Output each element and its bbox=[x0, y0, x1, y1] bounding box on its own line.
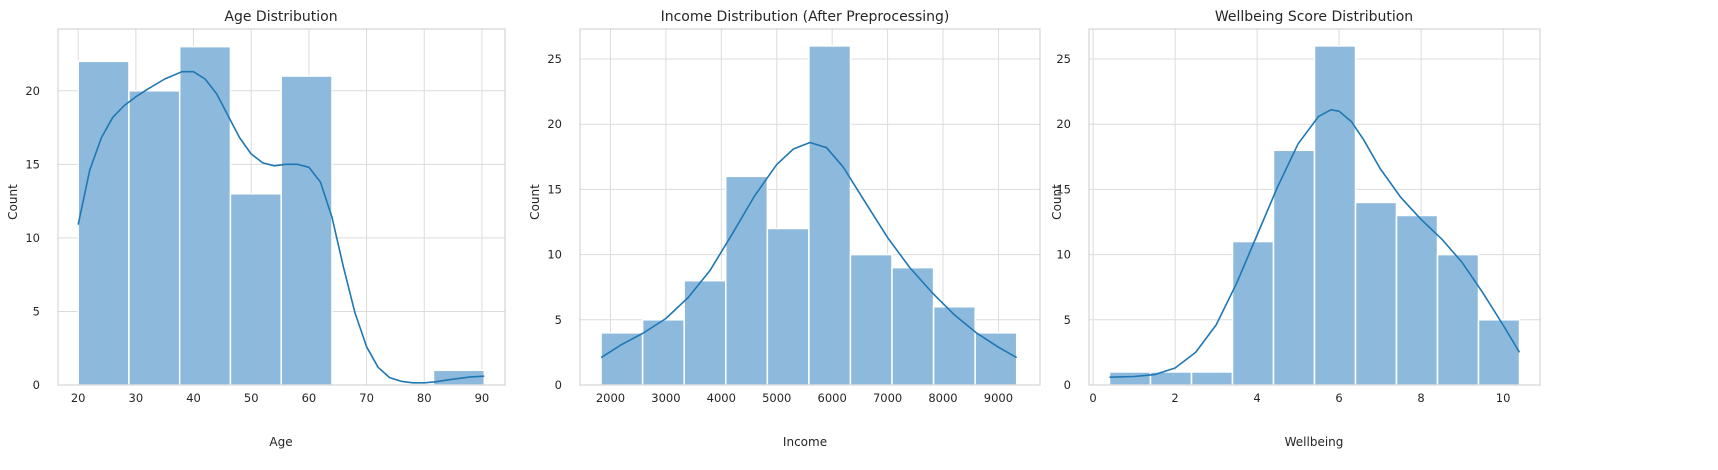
y-axis-label: Count bbox=[6, 184, 20, 220]
x-axis-label: Wellbeing bbox=[1285, 435, 1344, 449]
histogram-bar bbox=[229, 193, 282, 386]
histogram-bar bbox=[932, 306, 976, 386]
age-distribution-panel: Age Distribution Age Count 20 30 40 50 60 70 8… bbox=[6, 9, 506, 449]
chart-title: Income Distribution (After Preprocessing… bbox=[661, 9, 950, 25]
y-tick-label: 5 bbox=[33, 304, 40, 318]
histogram-bar bbox=[1108, 371, 1152, 386]
x-tick-label: 7000 bbox=[873, 391, 902, 405]
kde-line bbox=[77, 70, 485, 384]
plot-area bbox=[579, 28, 1041, 386]
histogram-bar bbox=[1313, 45, 1357, 386]
income-distribution-panel: Income Distribution (After Preprocessing… bbox=[528, 9, 1041, 449]
histogram-bar bbox=[891, 266, 935, 386]
kde-line bbox=[1109, 109, 1521, 378]
x-tick-label: 2000 bbox=[596, 391, 625, 405]
histogram-bar bbox=[1395, 214, 1439, 386]
histogram-bar bbox=[128, 90, 181, 386]
y-tick-label: 0 bbox=[1064, 378, 1071, 392]
kde-line bbox=[600, 141, 1018, 359]
x-tick-label: 0 bbox=[1089, 391, 1096, 405]
x-tick-label: 8000 bbox=[928, 391, 957, 405]
histogram-bar bbox=[683, 279, 727, 386]
histogram-bar bbox=[280, 75, 333, 386]
x-tick-label: 30 bbox=[129, 391, 144, 405]
x-tick-label: 9000 bbox=[984, 391, 1013, 405]
y-axis-label: Count bbox=[1050, 184, 1064, 220]
chart-title: Age Distribution bbox=[224, 9, 337, 25]
x-tick-label: 50 bbox=[244, 391, 259, 405]
x-tick-label: 60 bbox=[302, 391, 317, 405]
x-tick-label: 20 bbox=[71, 391, 86, 405]
histogram-bar bbox=[1272, 149, 1316, 386]
x-tick-label: 4000 bbox=[707, 391, 736, 405]
y-tick-label: 20 bbox=[1056, 117, 1071, 131]
y-tick-label: 10 bbox=[547, 248, 562, 262]
histogram-bar bbox=[1190, 371, 1234, 386]
x-tick-label: 80 bbox=[417, 391, 432, 405]
histogram-bar bbox=[725, 175, 769, 386]
y-tick-label: 20 bbox=[25, 84, 40, 98]
y-tick-label: 25 bbox=[547, 52, 562, 66]
chart-title: Wellbeing Score Distribution bbox=[1215, 9, 1413, 25]
histogram-bar bbox=[1354, 201, 1398, 386]
y-tick-label: 20 bbox=[547, 117, 562, 131]
y-tick-label: 0 bbox=[33, 378, 40, 392]
y-tick-label: 15 bbox=[25, 157, 40, 171]
histogram-bar bbox=[600, 332, 644, 386]
plot-frame bbox=[1088, 28, 1541, 386]
y-tick-label: 0 bbox=[555, 378, 562, 392]
y-tick-label: 15 bbox=[1056, 182, 1071, 196]
plot-area bbox=[57, 28, 506, 386]
y-tick-label: 5 bbox=[1064, 313, 1071, 327]
plot-area bbox=[1088, 28, 1541, 386]
x-tick-label: 90 bbox=[475, 391, 490, 405]
y-axis-label: Count bbox=[528, 184, 542, 220]
x-tick-label: 10 bbox=[1496, 391, 1511, 405]
histogram-bar bbox=[766, 227, 810, 386]
x-axis-label: Age bbox=[269, 435, 292, 449]
wellbeing-distribution-panel: Wellbeing Score Distribution Wellbeing C… bbox=[1050, 9, 1541, 449]
histogram-bar bbox=[178, 45, 232, 386]
plot-frame bbox=[57, 28, 506, 386]
histogram-bar bbox=[77, 60, 130, 386]
x-tick-label: 6 bbox=[1335, 391, 1342, 405]
plot-frame bbox=[579, 28, 1041, 386]
x-tick-label: 5000 bbox=[762, 391, 791, 405]
x-tick-label: 4 bbox=[1253, 391, 1260, 405]
x-tick-label: 8 bbox=[1417, 391, 1424, 405]
histogram-bar bbox=[1231, 240, 1275, 386]
y-tick-label: 10 bbox=[25, 231, 40, 245]
histogram-bar bbox=[849, 253, 893, 386]
y-tick-label: 25 bbox=[1056, 52, 1071, 66]
histogram-bar bbox=[1436, 253, 1480, 386]
x-axis-label: Income bbox=[783, 435, 827, 449]
x-tick-label: 2 bbox=[1171, 391, 1178, 405]
y-tick-label: 15 bbox=[547, 182, 562, 196]
histogram-bar bbox=[974, 332, 1018, 386]
histogram-bar bbox=[1477, 319, 1521, 386]
x-tick-label: 40 bbox=[186, 391, 201, 405]
x-tick-label: 3000 bbox=[651, 391, 680, 405]
y-tick-label: 10 bbox=[1056, 248, 1071, 262]
y-tick-label: 5 bbox=[555, 313, 562, 327]
x-tick-label: 70 bbox=[359, 391, 374, 405]
histogram-bar bbox=[808, 45, 852, 386]
x-tick-label: 6000 bbox=[818, 391, 847, 405]
